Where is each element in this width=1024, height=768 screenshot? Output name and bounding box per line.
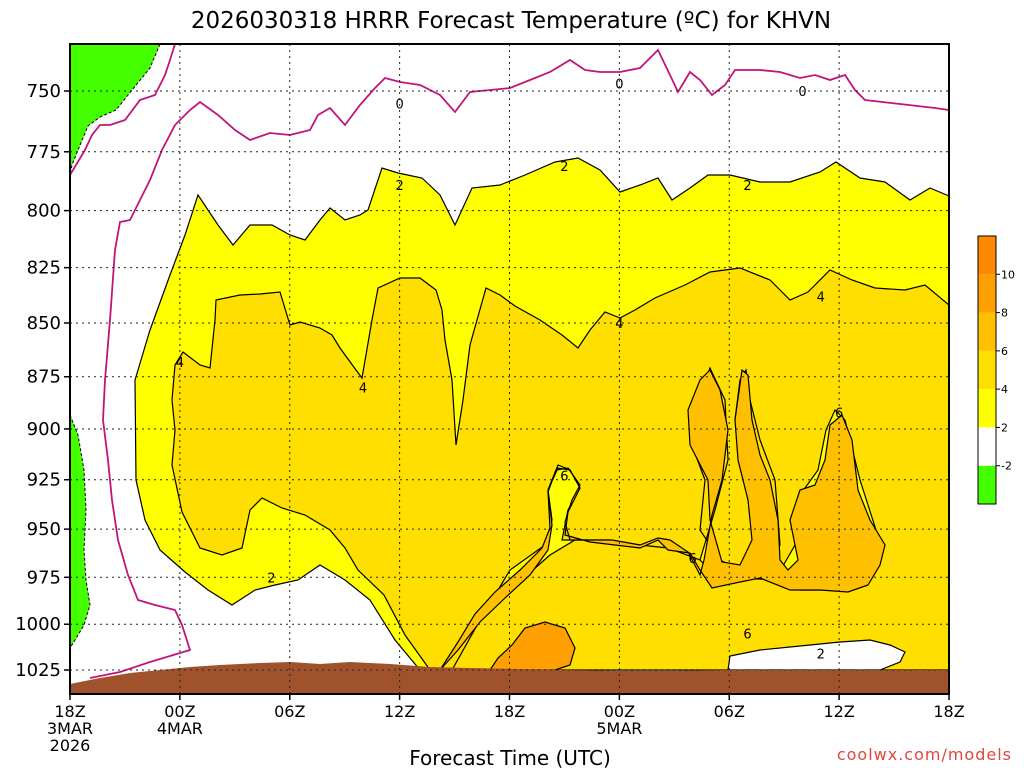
colorbar-label: 4 [1001,383,1008,396]
contour-label: 2 [395,179,403,194]
contour-label: 4 [359,381,367,396]
colorbar-label: 6 [1001,345,1008,358]
region-below-minus2-bottom [70,414,91,649]
contour-labels: 0 0 0 2 2 2 2 2 4 4 4 4 6 6 6 6 [176,78,844,663]
y-tick-label: 1000 [15,614,61,635]
y-tick-label: 825 [27,258,61,279]
region-below-minus2-top [70,44,161,176]
contour-label: 0 [615,78,623,93]
x-tick-label: 18Z [54,702,85,721]
contour-label-text: 4 [615,317,623,332]
x-tick-label: 12Z [384,702,415,721]
y-tick-label: 1025 [15,660,61,681]
x-tick-label: 3MAR [47,719,93,738]
y-tick-label: 975 [27,567,61,588]
colorbar-swatch [978,312,996,351]
contour-label: 0 [395,97,403,112]
x-tick-label: 2026 [50,736,91,755]
contour-label: 4 [615,317,623,332]
y-tick-label: 925 [27,470,61,491]
colorbar-swatch [978,389,996,428]
contour-label: 6 [743,627,751,642]
colorbar-label: 10 [1001,268,1015,281]
contour-label: 2 [560,160,568,175]
x-tick-label: 00Z [164,702,195,721]
colorbar-swatch [978,427,996,466]
x-tick-label: 00Z [604,702,635,721]
contour-label-text: 6 [688,552,696,567]
x-axis-label: Forecast Time (UTC) [409,746,611,768]
contour-label-text: 4 [817,291,825,306]
contour-label-text: 6 [560,470,568,485]
colorbar-label: 8 [1001,307,1008,320]
y-tick-label: 775 [27,142,61,163]
x-tick-label: 18Z [933,702,964,721]
contour-label: 0 [798,85,806,100]
contour-label: 2 [743,179,751,194]
contour-label: 6 [835,406,843,421]
colorbar-label: -2 [1001,460,1012,473]
y-tick-label: 750 [27,81,61,102]
y-tick-label: 800 [27,201,61,222]
contour-label-text: 0 [798,85,806,100]
contour-label-text: 2 [267,571,275,586]
contour-label-text: 6 [835,406,843,421]
contour-label: 4 [817,291,825,306]
chart-title: 2026030318 HRRR Forecast Temperature (ºC… [191,8,831,34]
colorbar: -2 2 4 6 8 10 [977,235,1015,505]
y-tick-label: 850 [27,313,61,334]
contour-label-text: 2 [560,160,568,175]
contour-label-text: 2 [743,179,751,194]
contour-label: 2 [267,571,275,586]
colorbar-swatch [978,350,996,390]
contour-label-text: 2 [395,179,403,194]
y-axis: 750 775 800 825 850 875 900 925 950 975 1000 1025 [15,81,70,681]
freezing-contour-line [70,44,949,679]
contour-label-text: 0 [395,97,403,112]
contour-label: 4 [176,356,184,371]
region-m2-to-2-lower-right [727,639,906,671]
plot-area: 0 0 0 2 2 2 2 2 4 4 4 4 6 6 6 6 [70,44,949,694]
contour-label-text: 4 [359,381,367,396]
contour-label-text: 6 [743,627,751,642]
x-tick-label: 5MAR [596,719,642,738]
x-tick-label: 12Z [823,702,854,721]
colorbar-frame [977,235,997,505]
region-6-to-8-lower [439,368,886,671]
y-tick-label: 875 [27,367,61,388]
contour-label: 6 [560,470,568,485]
y-tick-label: 900 [27,419,61,440]
x-tick-label: 06Z [714,702,745,721]
colorbar-swatch [978,465,996,504]
contour-label-text: 4 [176,356,184,371]
colorbar-label: 2 [1001,421,1008,434]
contour-label-text: 2 [817,648,825,663]
credit-link[interactable]: coolwx.com/models [837,745,1012,764]
x-tick-label: 06Z [274,702,305,721]
contour-label-text: 0 [615,78,623,93]
colorbar-swatch [978,236,996,275]
region-8-to-10 [488,621,576,671]
y-tick-label: 950 [27,519,61,540]
grid [70,44,949,694]
contour-label: 6 [688,552,696,567]
x-tick-label: 4MAR [157,719,203,738]
x-tick-label: 18Z [494,702,525,721]
colorbar-swatch [978,274,996,313]
contour-label: 2 [817,648,825,663]
